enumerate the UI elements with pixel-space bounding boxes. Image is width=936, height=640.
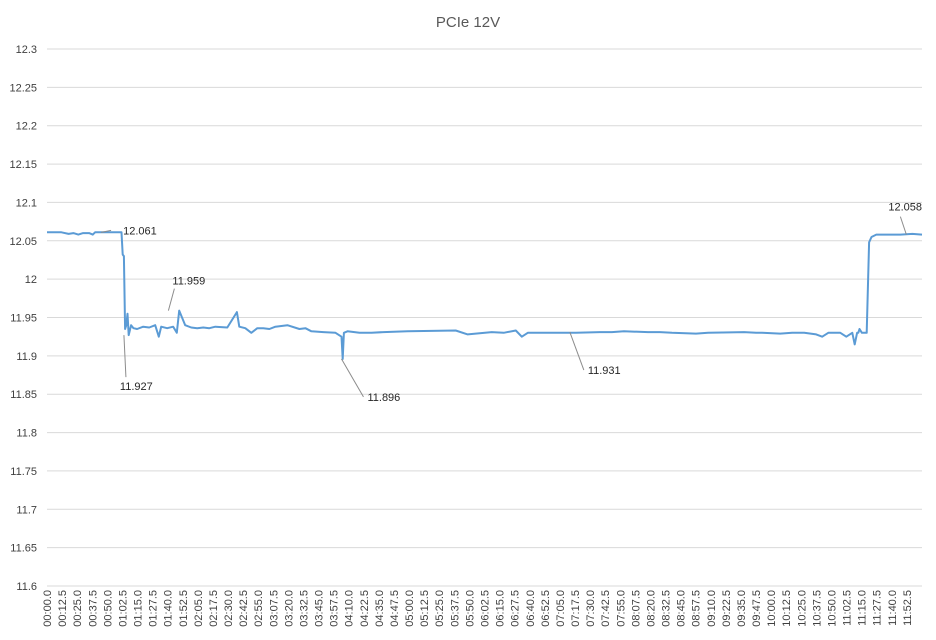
x-tick-label: 00:00.0 xyxy=(42,590,54,627)
x-tick-label: 08:57.5 xyxy=(691,590,703,627)
x-tick-label: 04:10.0 xyxy=(344,590,356,627)
x-tick-label: 02:05.0 xyxy=(193,590,205,627)
data-label-leader xyxy=(341,358,364,398)
y-tick-label: 12.1 xyxy=(16,197,37,209)
x-tick-label: 10:00.0 xyxy=(766,590,778,627)
y-tick-label: 12.2 xyxy=(16,121,37,133)
y-tick-label: 12.25 xyxy=(9,82,37,94)
x-tick-label: 10:37.5 xyxy=(811,590,823,627)
data-label: 12.061 xyxy=(123,225,157,237)
x-tick-label: 06:40.0 xyxy=(525,590,537,627)
data-label-leader xyxy=(100,229,112,233)
data-label: 11.959 xyxy=(172,276,205,288)
x-tick-label: 01:02.5 xyxy=(117,590,129,627)
x-tick-label: 02:55.0 xyxy=(253,590,265,627)
y-tick-label: 11.6 xyxy=(16,581,37,593)
x-tick-label: 10:12.5 xyxy=(781,590,793,627)
chart-title: PCIe 12V xyxy=(436,14,500,31)
data-label-leader xyxy=(123,335,127,378)
x-tick-label: 09:22.5 xyxy=(721,590,733,627)
x-tick-label: 06:52.5 xyxy=(540,590,552,627)
gridlines xyxy=(47,48,922,587)
x-tick-label: 05:25.0 xyxy=(434,590,446,627)
x-tick-label: 07:17.5 xyxy=(570,590,582,627)
x-tick-label: 03:20.0 xyxy=(283,590,295,627)
x-tick-label: 11:02.5 xyxy=(842,590,854,626)
x-tick-label: 04:47.5 xyxy=(389,590,401,627)
x-tick-label: 00:12.5 xyxy=(57,590,69,627)
y-tick-label: 12 xyxy=(25,274,37,286)
x-tick-label: 03:07.5 xyxy=(268,590,280,627)
y-tick-label: 11.95 xyxy=(10,313,37,325)
y-tick-label: 12.3 xyxy=(16,44,37,56)
x-tick-label: 06:02.5 xyxy=(480,590,492,627)
y-tick-label: 11.65 xyxy=(10,543,37,555)
y-tick-label: 11.85 xyxy=(10,389,37,401)
x-tick-label: 05:12.5 xyxy=(419,590,431,627)
x-tick-label: 02:17.5 xyxy=(208,590,220,627)
x-tick-label: 01:40.0 xyxy=(163,590,175,627)
x-tick-label: 01:52.5 xyxy=(178,590,190,627)
x-tick-label: 07:55.0 xyxy=(615,590,627,627)
x-tick-label: 03:32.5 xyxy=(298,590,310,627)
x-tick-label: 08:32.5 xyxy=(661,590,673,627)
x-tick-label: 11:27.5 xyxy=(872,590,884,626)
x-tick-label: 01:27.5 xyxy=(148,590,160,627)
x-tick-label: 00:37.5 xyxy=(87,590,99,627)
data-label: 11.931 xyxy=(588,365,621,377)
x-tick-label: 00:25.0 xyxy=(72,590,84,627)
series-layer xyxy=(47,231,923,360)
x-tick-label: 07:05.0 xyxy=(555,590,567,627)
x-tick-label: 09:35.0 xyxy=(736,590,748,627)
x-tick-label: 11:52.5 xyxy=(902,590,914,626)
x-axis-ticks: 00:00.0 00:12.5 00:25.0 00:37.5 00:50.0 01:02… xyxy=(42,590,914,627)
y-tick-label: 11.75 xyxy=(10,466,37,478)
x-tick-label: 08:07.5 xyxy=(630,590,642,627)
y-tick-label: 12.05 xyxy=(9,236,37,248)
x-tick-label: 08:45.0 xyxy=(676,590,688,627)
x-tick-label: 11:40.0 xyxy=(887,590,899,626)
y-tick-label: 11.7 xyxy=(16,504,37,516)
data-label-leader xyxy=(167,288,175,311)
x-tick-label: 07:42.5 xyxy=(600,590,612,627)
x-tick-label: 05:37.5 xyxy=(449,590,461,627)
x-tick-label: 09:47.5 xyxy=(751,590,763,627)
data-labels: 12.061 11.959 11.927 11.896 11.931 12.058 xyxy=(100,202,922,404)
series-line xyxy=(47,231,923,360)
x-tick-label: 03:57.5 xyxy=(329,590,341,627)
data-label: 11.896 xyxy=(367,392,400,404)
x-tick-label: 11:15.0 xyxy=(857,590,869,626)
x-tick-label: 10:25.0 xyxy=(796,590,808,627)
x-tick-label: 00:50.0 xyxy=(102,590,114,627)
x-tick-label: 05:00.0 xyxy=(404,590,416,627)
x-tick-label: 03:45.0 xyxy=(314,590,326,627)
y-tick-label: 12.15 xyxy=(9,159,37,171)
x-tick-label: 06:15.0 xyxy=(495,590,507,627)
x-tick-label: 10:50.0 xyxy=(826,590,838,627)
x-tick-label: 02:42.5 xyxy=(238,590,250,627)
x-tick-label: 02:30.0 xyxy=(223,590,235,627)
x-tick-label: 04:22.5 xyxy=(359,590,371,627)
x-tick-label: 09:10.0 xyxy=(706,590,718,627)
data-label-leader xyxy=(569,331,585,371)
x-tick-label: 01:15.0 xyxy=(133,590,145,627)
x-tick-label: 05:50.0 xyxy=(464,590,476,627)
x-tick-label: 06:27.5 xyxy=(510,590,522,627)
y-tick-label: 11.9 xyxy=(16,351,37,363)
data-label: 12.058 xyxy=(888,202,922,214)
x-tick-label: 08:20.0 xyxy=(645,590,657,627)
x-tick-label: 04:35.0 xyxy=(374,590,386,627)
y-tick-label: 11.8 xyxy=(16,428,37,440)
y-axis-ticks: 11.6 11.65 11.7 11.75 11.8 11.85 11.9 11.95 12 12… xyxy=(9,44,37,593)
x-tick-label: 07:30.0 xyxy=(585,590,597,627)
data-label-leader xyxy=(899,216,907,235)
data-label: 11.927 xyxy=(120,381,153,393)
